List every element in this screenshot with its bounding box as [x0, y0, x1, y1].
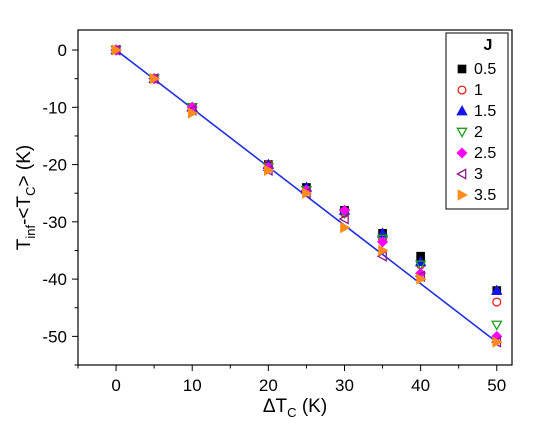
data-point [338, 213, 349, 225]
y-tick-label: -20 [42, 156, 67, 175]
legend-label: 3 [474, 166, 483, 183]
axis-ticks [72, 49, 498, 371]
data-point [111, 44, 123, 56]
series-1.5 [110, 44, 503, 295]
y-axis-label: Tinf-<TC> (K) [14, 145, 38, 250]
legend-item: 0.5 [457, 61, 496, 78]
legend-marker [456, 147, 468, 159]
x-tick-label: 10 [183, 376, 202, 395]
data-point [414, 260, 427, 271]
data-point [492, 297, 502, 307]
x-axis-label: ΔTC (K) [263, 396, 327, 420]
legend-label: 0.5 [474, 61, 496, 78]
data-point [378, 244, 389, 257]
data-point [416, 273, 427, 285]
legend-label: 2.5 [474, 145, 496, 162]
legend-marker [456, 105, 468, 116]
series-0.5 [111, 45, 502, 295]
x-tick-label: 40 [411, 376, 430, 395]
legend-item: 2 [456, 124, 483, 141]
legend-marker [457, 189, 468, 201]
legend-marker [456, 127, 468, 138]
data-point [491, 320, 503, 331]
legend-marker [457, 64, 467, 74]
tick-labels: 0 10 20 30 40 50 0 -10 -20 -30 -40 -50 [42, 41, 506, 395]
y-tick-label: -10 [42, 98, 67, 117]
data-point [491, 284, 503, 295]
legend-item: 2.5 [456, 145, 496, 162]
legend: J 0.5 1 1.5 2 2.5 3 3.5 [445, 32, 509, 210]
data-point [264, 164, 275, 177]
x-tick-label: 50 [487, 376, 506, 395]
legend-item: 1 [457, 82, 483, 99]
data-point [302, 187, 313, 199]
data-point [340, 221, 351, 234]
data-point [492, 336, 503, 348]
legend-item: 3.5 [457, 187, 496, 204]
y-tick-label: -40 [42, 270, 67, 289]
legend-label: 1 [474, 82, 483, 99]
legend-label: 3.5 [474, 187, 496, 204]
y-tick-label: -50 [42, 327, 67, 346]
data-points [110, 44, 503, 348]
x-tick-label: 0 [111, 376, 120, 395]
legend-marker [457, 85, 467, 95]
data-point [149, 72, 161, 85]
y-tick-label: -30 [42, 213, 67, 232]
legend-box [445, 32, 509, 210]
plot-frame [77, 29, 513, 366]
series-3.5 [111, 44, 503, 348]
data-point [338, 204, 351, 216]
data-point [377, 236, 389, 248]
data-point [187, 107, 199, 119]
x-tick-label: 30 [335, 376, 354, 395]
legend-marker [456, 168, 467, 180]
y-tick-label: 0 [58, 41, 67, 60]
series-1 [111, 45, 502, 307]
legend-item: 3 [456, 166, 483, 183]
legend-title: J [484, 37, 493, 54]
legend-item: 1.5 [456, 103, 496, 120]
legend-label: 1.5 [474, 103, 496, 120]
legend-label: 2 [474, 124, 483, 141]
x-tick-label: 20 [259, 376, 278, 395]
